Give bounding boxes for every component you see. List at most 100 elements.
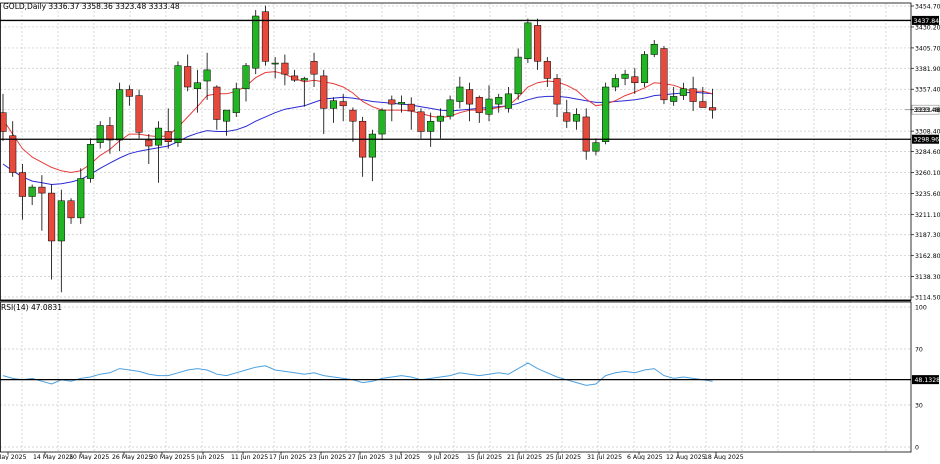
- candle-down: [48, 185, 55, 280]
- candle-body: [107, 125, 114, 140]
- candle-up: [252, 10, 259, 74]
- candle-body: [544, 61, 551, 78]
- price-tick-label: 3260.10: [915, 170, 940, 177]
- candle-up: [437, 108, 444, 138]
- candle-body: [593, 143, 600, 152]
- candle-up: [272, 57, 279, 78]
- rsi-tick-label: 100: [915, 305, 927, 312]
- candle-down: [389, 96, 396, 122]
- candle-down: [19, 164, 26, 220]
- candle-up: [58, 190, 65, 293]
- price-axis: 3454.703430.203405.703381.903357.403333.…: [911, 4, 940, 302]
- candle-body: [146, 140, 153, 146]
- candle-up: [204, 53, 211, 100]
- candle-up: [486, 85, 493, 121]
- candle-body: [204, 70, 211, 81]
- time-tick-label: 11 Jun 2025: [231, 454, 268, 460]
- candle-body: [427, 121, 434, 131]
- candle-down: [700, 87, 707, 108]
- candle-body: [379, 110, 386, 134]
- candle-up: [525, 19, 532, 63]
- candle-body: [641, 55, 648, 83]
- candle-body: [670, 96, 677, 101]
- candle-body: [534, 25, 541, 61]
- candle-body: [9, 136, 16, 173]
- candle-up: [194, 70, 201, 113]
- candle-body: [651, 44, 658, 54]
- rsi-tick-label: 70: [915, 347, 923, 354]
- candle-body: [680, 89, 687, 96]
- candle-body: [505, 94, 512, 109]
- candle-body: [214, 87, 221, 120]
- candle-body: [389, 100, 396, 104]
- candle-body: [68, 201, 75, 218]
- candle-body: [408, 104, 415, 111]
- price-tick-label: 3187.30: [915, 232, 940, 239]
- rsi-level-line[interactable]: 48.1328: [0, 375, 940, 384]
- price-tick-label: 3211.10: [915, 212, 940, 219]
- rsi-panel-border: [1, 302, 912, 452]
- candle-down: [466, 83, 473, 121]
- candle-up: [447, 96, 454, 120]
- level-label: 3298.96: [914, 137, 940, 144]
- time-tick-label: 20 May 2025: [69, 454, 109, 460]
- candle-up: [330, 97, 337, 123]
- candle-body: [87, 144, 94, 178]
- candle-body: [709, 108, 716, 111]
- candle-up: [457, 77, 464, 109]
- candle-body: [369, 134, 376, 157]
- candlesticks: [0, 6, 716, 293]
- candle-down: [9, 121, 16, 177]
- candle-up: [622, 70, 629, 85]
- rsi-line: [3, 363, 713, 385]
- time-tick-label: 3 Jul 2025: [389, 454, 420, 460]
- candle-body: [476, 97, 483, 112]
- time-tick-label: May 2025: [0, 454, 27, 460]
- time-tick-label: 23 Jun 2025: [309, 454, 346, 460]
- candle-body: [252, 16, 259, 68]
- candle-up: [29, 185, 36, 206]
- chart-frame: [0, 3, 911, 452]
- candle-down: [311, 53, 318, 87]
- candle-body: [48, 193, 55, 241]
- candle-up: [612, 74, 619, 91]
- candle-up: [515, 49, 522, 100]
- candle-down: [690, 77, 697, 111]
- candle-down: [534, 19, 541, 70]
- time-tick-label: 6 Aug 2025: [627, 454, 663, 460]
- candle-body: [350, 110, 357, 121]
- time-tick-label: 17 Jun 2025: [269, 454, 306, 460]
- rsi-level-label: 48.1328: [915, 377, 940, 384]
- candle-down: [583, 108, 590, 159]
- candle-body: [612, 78, 619, 87]
- candle-down: [262, 6, 269, 66]
- candle-up: [155, 121, 162, 183]
- candle-body: [272, 63, 279, 64]
- candle-body: [233, 89, 240, 113]
- candle-up: [369, 130, 376, 181]
- candle-body: [19, 173, 26, 197]
- candle-down: [126, 85, 133, 106]
- candle-down: [350, 108, 357, 142]
- candle-body: [0, 113, 6, 132]
- candle-body: [554, 78, 561, 104]
- candle-body: [136, 96, 143, 133]
- candle-body: [320, 76, 327, 109]
- candle-up: [651, 40, 658, 57]
- time-tick-label: 30 May 2025: [150, 454, 190, 460]
- time-tick-label: 26 May 2025: [112, 454, 152, 460]
- price-tick-label: 3138.30: [915, 274, 940, 281]
- candle-body: [398, 102, 405, 104]
- rsi-info: RSI(14) 47.0831: [1, 303, 62, 312]
- candle-body: [223, 110, 230, 121]
- candle-body: [155, 128, 162, 145]
- time-tick-label: 31 Jul 2025: [587, 454, 622, 460]
- rsi-tick-label: 0: [915, 445, 919, 452]
- time-tick-label: 9 Jul 2025: [428, 454, 459, 460]
- candle-up: [243, 63, 250, 101]
- candle-body: [291, 76, 298, 80]
